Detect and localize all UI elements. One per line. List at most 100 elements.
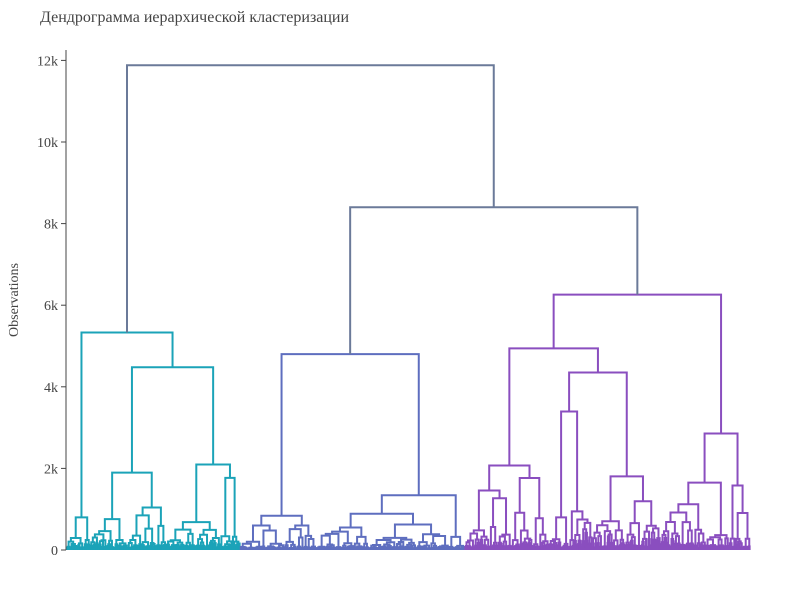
dendrogram-link [708, 545, 712, 550]
dendrogram-link [431, 547, 436, 550]
dendrogram-link [244, 547, 249, 550]
dendrogram-link [355, 546, 359, 550]
dendrogram-link [303, 545, 308, 550]
dendrogram-link [507, 546, 511, 550]
dendrogram-link [460, 547, 464, 550]
dendrogram-link [514, 511, 526, 541]
dendrogram-link [118, 542, 127, 546]
dendrogram-link [313, 547, 317, 550]
dendrogram-link [272, 546, 277, 550]
dendrogram-link [551, 538, 561, 543]
dendrogram-link [464, 545, 469, 548]
dendrogram-link [677, 503, 700, 530]
dendrogram-link [377, 546, 381, 550]
dendrogram-link [736, 512, 749, 539]
y-tick-label: 0 [51, 544, 58, 559]
dendrogram-link [383, 546, 388, 550]
dendrogram-link [346, 546, 350, 550]
dendrogram-link [144, 527, 154, 544]
dendrogram-link [369, 547, 374, 550]
dendrogram-link [454, 546, 460, 549]
dendrogram-link [170, 545, 174, 548]
dendrogram-link [141, 506, 162, 526]
dendrogram-link [186, 545, 190, 550]
dendrogram-link [591, 546, 595, 550]
dendrogram-link [92, 543, 97, 548]
dendrogram-link [724, 537, 729, 547]
dendrogram-link [356, 545, 363, 548]
dendrogram-link [663, 536, 668, 543]
dendrogram-link [587, 542, 591, 545]
dendrogram-link [260, 514, 303, 526]
dendrogram-link [513, 546, 517, 549]
dendrogram-link [256, 547, 261, 550]
dendrogram-link [687, 481, 722, 536]
dendrogram-link [416, 546, 420, 550]
dendrogram-link [251, 524, 271, 542]
dendrogram-link [474, 544, 478, 550]
dendrogram-link [248, 546, 254, 549]
dendrogram-link [691, 543, 695, 550]
dendrogram-link [310, 546, 314, 550]
dendrogram-link [217, 543, 221, 548]
dendrogram-link [210, 542, 214, 550]
dendrogram-link [742, 545, 749, 548]
dendrogram-link [130, 366, 215, 473]
dendrogram-link [283, 546, 288, 550]
dendrogram-link [397, 546, 402, 550]
dendrogram-link [335, 546, 341, 549]
dendrogram-link [157, 544, 162, 550]
dendrogram-link [596, 542, 600, 550]
dendrogram-link [494, 544, 499, 549]
dendrogram-link [176, 541, 184, 546]
dendrogram-link [703, 432, 739, 486]
dendrogram-link [644, 545, 648, 548]
dendrogram-link [469, 532, 479, 541]
dendrogram-link [709, 544, 717, 547]
dendrogram-link [652, 538, 656, 546]
dendrogram-link [658, 543, 662, 550]
dendrogram-link [358, 547, 363, 550]
dendrogram-link [427, 547, 431, 550]
dendrogram-link [446, 546, 450, 550]
dendrogram-link [72, 544, 78, 547]
dendrogram-link [442, 546, 447, 550]
dendrogram-link [680, 543, 685, 546]
dendrogram-link [614, 529, 623, 541]
dendrogram-link [321, 547, 325, 550]
dendrogram-link [705, 544, 710, 550]
y-tick-label: 4k [44, 381, 58, 396]
dendrogram-link [453, 547, 458, 550]
dendrogram-link [476, 541, 481, 548]
dendrogram-link [318, 545, 325, 548]
dendrogram-link [574, 533, 581, 542]
dendrogram-link [568, 545, 573, 548]
dendrogram-link [718, 545, 722, 550]
dendrogram-link [184, 544, 189, 547]
dendrogram-link [145, 546, 149, 549]
dendrogram-link [280, 353, 420, 516]
dendrogram-link [335, 547, 339, 550]
dendrogram-links [66, 64, 751, 550]
dendrogram-link [294, 524, 310, 536]
dendrogram-link [156, 544, 161, 547]
dendrogram-link [470, 546, 475, 549]
dendrogram-link [95, 542, 99, 550]
dendrogram-link [137, 544, 141, 550]
dendrogram-link [413, 547, 417, 550]
dendrogram-link [331, 546, 336, 550]
dendrogram-link [488, 546, 492, 550]
dendrogram-link [696, 547, 700, 550]
dendrogram-link [316, 547, 320, 550]
dendrogram-link [393, 523, 433, 538]
dendrogram-link [276, 546, 282, 549]
dendrogram-link [560, 410, 579, 518]
dendrogram-link [687, 529, 693, 544]
dendrogram-link [726, 545, 730, 550]
dendrogram-link [552, 293, 723, 434]
dendrogram-link [275, 547, 280, 550]
dendrogram-link [509, 545, 513, 550]
y-tick-label: 8k [44, 218, 58, 233]
dendrogram-link [436, 547, 441, 550]
